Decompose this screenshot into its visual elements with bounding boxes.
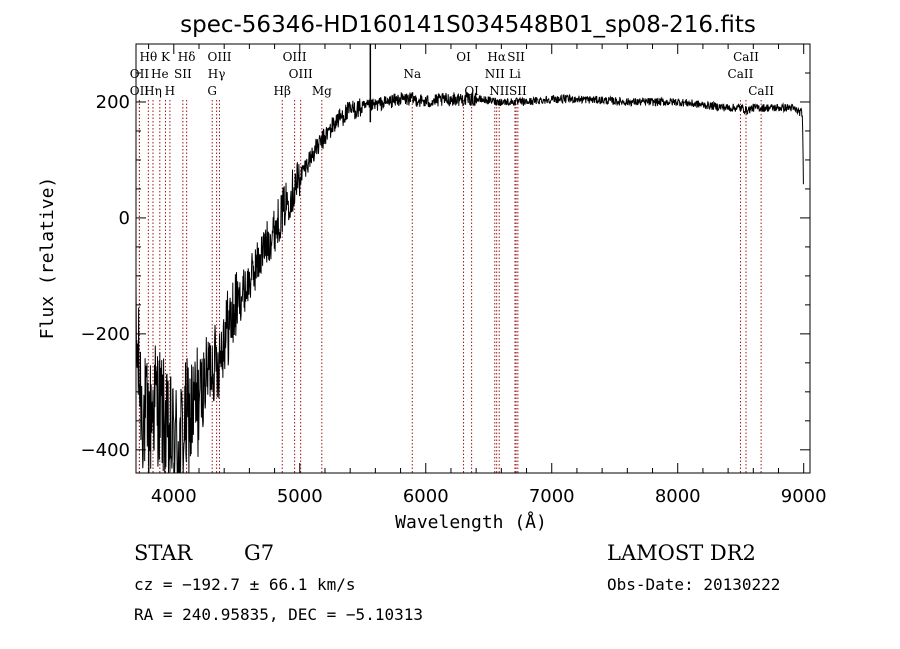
y-tick-label: −200 (81, 324, 130, 345)
line-id-label: SII (507, 50, 525, 64)
line-id-label: NII (485, 67, 505, 81)
line-id-label: CaII (733, 50, 759, 64)
line-id-label: Na (403, 67, 421, 81)
line-id-label: Hβ (274, 84, 291, 98)
line-id-label: Hα (487, 50, 506, 64)
flux-series-line (135, 91, 804, 474)
line-id-label: Mg (312, 84, 332, 98)
line-id-label: OIII (283, 50, 307, 64)
line-id-label: H (165, 84, 175, 98)
obs-date-text: Obs-Date: 20130222 (607, 575, 780, 594)
line-id-label: He (151, 67, 169, 81)
line-id-label: OI (456, 50, 471, 64)
y-tick-label: 0 (119, 208, 130, 229)
line-id-label: Hθ (139, 50, 157, 64)
line-id-label: NII (489, 84, 509, 98)
redshift-text: cz = −192.7 ± 66.1 km/s (134, 575, 356, 594)
line-id-label: OIII (289, 67, 313, 81)
x-tick-label: 7000 (529, 486, 575, 507)
x-axis-ticks: 4000 5000 6000 7000 8000 9000 (148, 44, 827, 507)
line-id-label: Hδ (178, 50, 196, 64)
plot-frame (135, 43, 811, 474)
line-id-label: SII (509, 84, 527, 98)
y-axis-ticks: −400 −200 0 200 (81, 43, 810, 461)
line-id-label: OII (130, 67, 150, 81)
x-axis-label: Wavelength (Å) (395, 511, 547, 533)
line-id-label: CaII (728, 67, 754, 81)
object-class: STAR (134, 541, 193, 565)
survey-name: LAMOST DR2 (607, 541, 756, 565)
chart-title: spec-56346-HD160141S034548B01_sp08-216.f… (180, 12, 756, 38)
line-id-label: CaII (748, 84, 774, 98)
line-id-label: OII (130, 84, 150, 98)
y-axis-label: Flux (relative) (37, 177, 58, 340)
line-id-markers (138, 100, 762, 473)
x-tick-label: 4000 (151, 486, 197, 507)
object-subclass: G7 (244, 541, 274, 565)
line-id-label: G (207, 84, 217, 98)
line-id-label: Hη (144, 84, 162, 98)
coordinates-text: RA = 240.95835, DEC = −5.10313 (134, 605, 423, 624)
line-id-labels: Hθ OII OII K He Hη SII H Hδ OIII Hγ G OIII OIII Hβ Mg Na… (130, 50, 775, 98)
line-id-label: Hγ (208, 67, 226, 81)
x-tick-label: 5000 (277, 486, 323, 507)
y-tick-label: −400 (81, 440, 130, 461)
x-tick-label: 9000 (781, 486, 827, 507)
line-id-label: OIII (207, 50, 231, 64)
x-tick-label: 6000 (403, 486, 449, 507)
y-tick-label: 200 (96, 92, 130, 113)
x-tick-label: 8000 (655, 486, 701, 507)
line-id-label: Li (509, 67, 521, 81)
line-id-label: K (161, 50, 171, 64)
line-id-label: SII (174, 67, 192, 81)
